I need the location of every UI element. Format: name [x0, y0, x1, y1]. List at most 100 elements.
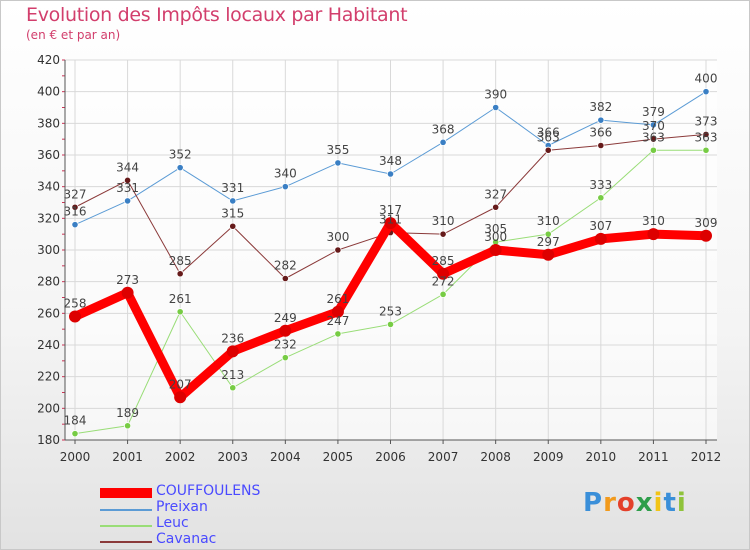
x-tick-label: 2011 [638, 450, 669, 464]
y-tick-label: 300 [37, 243, 60, 257]
data-point-leuc [702, 146, 710, 154]
data-point-cavanac [649, 135, 658, 143]
x-tick-label: 2010 [586, 450, 617, 464]
data-point-cavanac [71, 203, 79, 211]
y-tick-label: 340 [37, 180, 60, 194]
data-label-couffoulens: 273 [116, 273, 139, 287]
data-label-preixan: 348 [379, 154, 402, 168]
data-point-cavanac [281, 274, 289, 283]
data-point-cavanac [544, 146, 552, 154]
data-point-leuc [281, 354, 289, 362]
data-label-couffoulens: 236 [221, 331, 244, 345]
data-point-preixan [334, 159, 342, 167]
data-point-preixan [492, 103, 500, 112]
data-label-preixan: 368 [432, 122, 455, 136]
data-label-couffoulens: 249 [274, 311, 297, 325]
data-label-preixan: 331 [116, 181, 139, 195]
axis-layer: 180 200 220 240 260 280 300 320 340 360 380 400 420 2… [37, 53, 721, 464]
data-point-couffoulens [700, 229, 712, 242]
data-label-couffoulens: 300 [484, 230, 507, 244]
data-label-leuc: 261 [169, 292, 192, 306]
data-label-couffoulens: 310 [642, 214, 665, 228]
x-tick-label: 2003 [217, 450, 248, 464]
data-point-leuc [439, 290, 447, 298]
data-point-preixan [123, 197, 132, 205]
x-tick-label: 2012 [691, 450, 722, 464]
data-label-cavanac: 370 [642, 119, 665, 133]
y-tick-label: 240 [37, 338, 60, 352]
data-point-preixan [281, 183, 289, 191]
data-label-leuc: 189 [116, 406, 139, 420]
y-tick-label: 260 [37, 306, 60, 320]
logo-letter: t [663, 488, 677, 518]
y-tick-label: 420 [37, 53, 60, 67]
logo-letter: r [603, 488, 617, 518]
data-label-preixan: 352 [169, 148, 192, 162]
data-point-leuc [334, 330, 342, 338]
x-tick-label: 2006 [375, 450, 406, 464]
data-point-leuc [597, 194, 605, 202]
chart-subtitle: (en € et par an) [26, 28, 121, 42]
legend-swatch [100, 488, 152, 498]
x-tick-label: 2009 [533, 450, 564, 464]
data-label-cavanac: 327 [64, 187, 87, 201]
x-tick-label: 2005 [323, 450, 354, 464]
data-label-leuc: 363 [695, 130, 718, 144]
data-point-couffoulens [594, 232, 607, 245]
data-point-cavanac [492, 203, 500, 211]
data-label-cavanac: 373 [695, 114, 718, 128]
data-label-leuc: 184 [64, 414, 87, 428]
data-point-cavanac [702, 130, 710, 139]
data-label-couffoulens: 261 [326, 292, 349, 306]
data-label-cavanac: 311 [379, 213, 402, 227]
data-point-couffoulens [174, 391, 187, 404]
data-label-cavanac: 285 [169, 254, 192, 268]
data-point-couffoulens [331, 305, 344, 318]
data-label-couffoulens: 297 [537, 235, 560, 249]
proxiti-logo: Proxiti [583, 488, 687, 518]
data-label-preixan: 382 [589, 100, 612, 114]
logo-letter: P [583, 488, 604, 518]
data-label-leuc: 310 [537, 214, 560, 228]
data-label-cavanac: 366 [589, 126, 612, 140]
x-tick-label: 2007 [428, 450, 459, 464]
data-label-couffoulens: 307 [589, 219, 612, 233]
data-point-leuc [386, 320, 395, 329]
data-label-cavanac: 327 [484, 187, 507, 201]
data-point-cavanac [597, 141, 605, 150]
data-point-preixan [649, 121, 658, 129]
legend-label: Leuc [156, 515, 189, 531]
data-point-preixan [386, 170, 395, 178]
data-label-preixan: 340 [274, 167, 297, 181]
data-point-couffoulens [121, 286, 134, 299]
data-point-leuc [649, 146, 658, 154]
data-label-couffoulens: 317 [379, 203, 402, 217]
data-label-cavanac: 315 [221, 206, 244, 220]
data-point-couffoulens [279, 324, 292, 337]
legend-swatch [100, 541, 152, 543]
data-label-couffoulens: 207 [169, 377, 192, 391]
data-label-cavanac: 310 [432, 214, 455, 228]
data-point-couffoulens [384, 217, 397, 230]
data-point-leuc [71, 430, 79, 438]
logo-letter: i [653, 488, 664, 518]
data-point-couffoulens [437, 267, 450, 280]
x-tick-label: 2001 [112, 450, 143, 464]
data-point-preixan [439, 138, 447, 146]
data-point-couffoulens [647, 228, 660, 241]
data-point-preixan [71, 221, 79, 229]
data-label-cavanac: 344 [116, 160, 139, 174]
data-point-cavanac [229, 222, 237, 230]
series-layer [69, 88, 712, 438]
data-label-preixan: 331 [221, 181, 244, 195]
data-label-leuc: 305 [484, 222, 507, 236]
data-label-couffoulens: 285 [432, 254, 455, 268]
data-point-preixan [702, 88, 710, 96]
y-tick-label: 180 [37, 433, 60, 447]
data-label-preixan: 316 [64, 205, 87, 219]
legend-label: COUFFOULENS [156, 483, 261, 499]
chart-title: Evolution des Impôts locaux par Habitant [26, 4, 408, 26]
data-label-leuc: 363 [642, 130, 665, 144]
data-label-cavanac: 282 [274, 259, 297, 273]
data-point-couffoulens [226, 345, 239, 358]
